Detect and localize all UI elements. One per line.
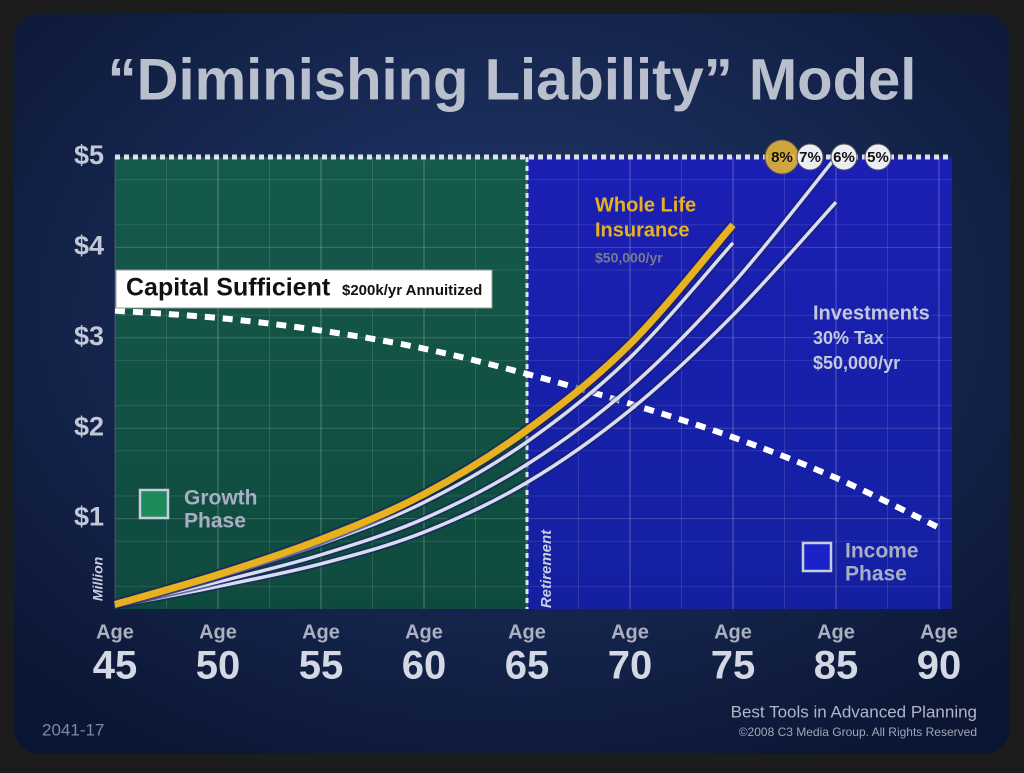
- annotation: 30% Tax: [813, 328, 884, 348]
- y-tick-label: $5: [74, 140, 104, 170]
- series-line: [114, 155, 838, 608]
- x-tick-label: 85: [814, 644, 859, 688]
- x-axis-word: Age: [714, 621, 752, 643]
- x-tick-label: 45: [93, 644, 138, 688]
- annotation: $50,000/yr: [595, 250, 663, 266]
- retirement-label: Retirement: [538, 529, 555, 608]
- x-tick-label: 50: [196, 644, 241, 688]
- capital-label: Capital Sufficient: [126, 274, 331, 302]
- x-tick-label: 70: [608, 644, 653, 688]
- x-axis-word: Age: [920, 621, 958, 643]
- rate-badge: [864, 143, 892, 171]
- phase-label: Phase: [184, 510, 246, 533]
- x-axis-word: Age: [405, 621, 443, 643]
- legend-entry: 8%: [771, 149, 793, 166]
- x-axis-word: Age: [508, 621, 546, 643]
- capital-box: [115, 269, 493, 309]
- annotation: Insurance: [595, 219, 689, 241]
- annotation: Whole Life: [595, 194, 696, 216]
- x-tick-label: 65: [505, 644, 550, 688]
- phase-swatch: [138, 488, 170, 520]
- x-axis-word: Age: [611, 621, 649, 643]
- series-line: [114, 201, 838, 609]
- phase-label: Phase: [845, 563, 907, 586]
- legend-entry: 7%: [799, 149, 821, 166]
- footer-code: 2041-17: [42, 720, 104, 739]
- annotation: Investments: [813, 302, 930, 324]
- series-line: [114, 307, 941, 531]
- annotation: $50,000/yr: [813, 353, 900, 373]
- series-line: [114, 222, 736, 608]
- y-tick-label: $2: [74, 411, 104, 441]
- phase-swatch: [801, 541, 833, 573]
- legend-entry: 6%: [833, 149, 855, 166]
- y-tick-label: $3: [74, 321, 104, 351]
- rate-badge: [796, 143, 824, 171]
- phase-label: Growth: [184, 487, 258, 510]
- legend-entry: 5%: [867, 149, 889, 166]
- y-tick-label: $4: [74, 231, 104, 261]
- x-tick-label: 55: [299, 644, 344, 688]
- x-axis-word: Age: [302, 621, 340, 643]
- y-axis-label: Million: [90, 557, 106, 601]
- rate-badge: [830, 143, 858, 171]
- phase-label: Income: [845, 540, 919, 563]
- x-tick-label: 75: [711, 644, 756, 688]
- x-axis-word: Age: [199, 621, 237, 643]
- x-axis-word: Age: [96, 621, 134, 643]
- x-axis-word: Age: [817, 621, 855, 643]
- footer-copyright: ©2008 C3 Media Group. All Rights Reserve…: [739, 725, 977, 739]
- chart-title: “Diminishing Liability” Model: [108, 47, 917, 112]
- capital-note: $200k/yr Annuitized: [342, 282, 482, 299]
- footer-tagline: Best Tools in Advanced Planning: [731, 702, 977, 721]
- x-tick-label: 60: [402, 644, 447, 688]
- x-tick-label: 90: [917, 644, 962, 688]
- y-tick-label: $1: [74, 502, 104, 532]
